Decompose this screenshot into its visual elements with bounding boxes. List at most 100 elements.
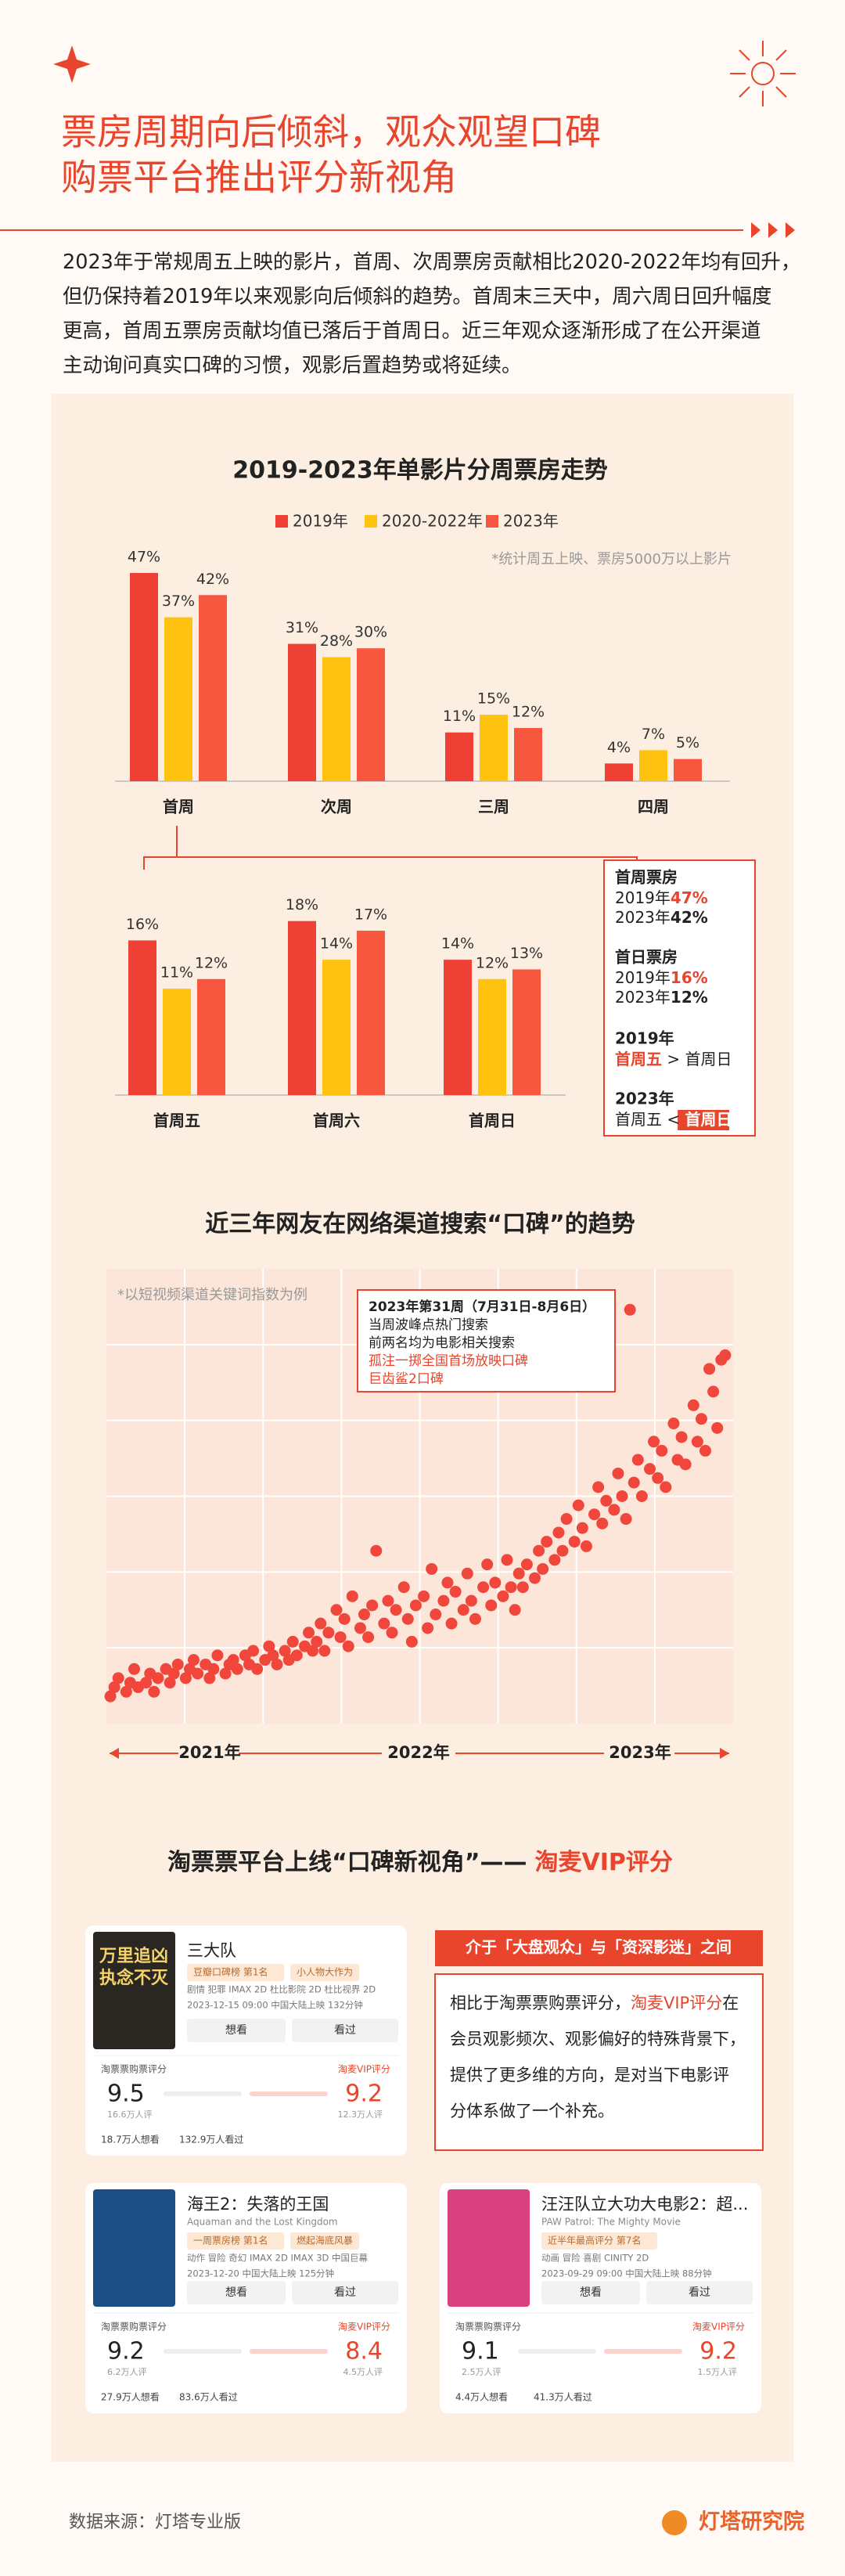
category-label: 首周五 [153, 1111, 200, 1130]
want-button: 想看 [225, 2286, 247, 2299]
rating-bar-b [250, 2349, 328, 2354]
scatter-point [362, 1631, 375, 1644]
intro-line: 但仍保持着2019年以来观影向后倾斜的趋势。首周末三天中，周六周日回升幅度 [63, 285, 771, 308]
poster [448, 2189, 530, 2307]
scatter-point [171, 1658, 184, 1670]
scatter-point [354, 1622, 366, 1634]
scatter-point [251, 1663, 264, 1675]
card-tag-bg [187, 2232, 284, 2250]
legend-swatch [275, 515, 288, 528]
callout-text: 12% [671, 988, 708, 1007]
poster [93, 1932, 175, 2049]
intro-line: 主动询问真实口碑的习惯，观影后置趋势或将延续。 [63, 354, 522, 377]
scatter-point [342, 1640, 354, 1652]
rating-a: 9.1 [462, 2338, 499, 2365]
callout-text: 2023年 [615, 988, 671, 1007]
scatter-point [533, 1544, 545, 1557]
scatter-point [469, 1612, 481, 1625]
rating-b-count: 12.3万人评 [338, 2109, 383, 2120]
scatter-point [286, 1635, 299, 1648]
scatter-point [207, 1663, 220, 1675]
scatter-point [719, 1349, 732, 1361]
page-title: 购票平台推出评分新视角 [61, 157, 457, 199]
scatter-point [699, 1444, 712, 1457]
scatter-point [430, 1609, 442, 1621]
annotation-line: 前两名均为电影相关搜索 [369, 1335, 515, 1351]
scatter-point [318, 1645, 331, 1657]
rating-bar-b [250, 2091, 328, 2096]
brand-name: 灯塔研究院 [699, 2509, 804, 2535]
intro-line: 更高，首周五票房贡献均值已落后于首周日。近三年观众逐渐形成了在公开渠道 [63, 319, 761, 343]
scatter-point [390, 1604, 402, 1616]
scatter-point [152, 1672, 164, 1684]
scatter-point [691, 1436, 703, 1448]
bar-value-label: 7% [642, 726, 665, 743]
card-date: 2023-12-20 中国大陆上映 125分钟 [187, 2268, 334, 2279]
scatter-point [556, 1544, 569, 1557]
category-label: 三周 [478, 798, 509, 816]
comparison-text: 会员观影频次、观影偏好的特殊背景下， [450, 2030, 746, 2048]
rating-b-label: 淘麦VIP评分 [338, 2064, 390, 2075]
legend-swatch [365, 515, 377, 528]
scatter-point [211, 1649, 224, 1662]
callout-head: 首周票房 [615, 868, 678, 887]
legend-swatch [486, 515, 498, 528]
scatter-point [382, 1594, 394, 1607]
scatter-point [104, 1690, 117, 1702]
scatter-point [346, 1590, 358, 1602]
bar [164, 617, 192, 781]
scatter-point [409, 1599, 422, 1612]
callout-text: 首周日 [685, 1110, 732, 1129]
seen-count: 132.9万人看过 [179, 2135, 243, 2145]
callout-row: 2019年47% [615, 888, 708, 907]
scatter-point [572, 1499, 584, 1511]
bar-value-label: 37% [162, 593, 195, 610]
chart-title: 近三年网友在网络渠道搜索“口碑”的趋势 [205, 1211, 635, 1238]
bar [128, 940, 156, 1095]
intro-line: 2023年于常规周五上映的影片，首周、次周票房贡献相比2020-2022年均有回… [63, 250, 800, 274]
scatter-point [501, 1554, 513, 1566]
scatter-point [461, 1567, 473, 1580]
bar [445, 732, 473, 781]
wants-count: 27.9万人想看 [101, 2391, 160, 2403]
scatter-point [516, 1581, 529, 1594]
scatter-point [568, 1536, 581, 1548]
callout-badge [678, 1110, 730, 1130]
bar-value-label: 11% [160, 964, 193, 982]
rating-a-label: 淘票票购票评分 [101, 2063, 167, 2075]
card-tag-bg [290, 2232, 359, 2250]
scatter-point [179, 1672, 192, 1684]
card-subtitle: PAW Patrol: The Mighty Movie [541, 2217, 681, 2228]
rating-a-count: 16.6万人评 [107, 2109, 153, 2120]
bar [512, 969, 541, 1095]
comparison-line: 分体系做了一个补充。 [450, 2102, 614, 2120]
scatter-point [711, 1421, 724, 1434]
scatter-point [370, 1544, 383, 1557]
bar [480, 715, 508, 781]
comparison-text: 相比于淘票票购票评分， [450, 1994, 631, 2012]
bar-value-label: 17% [354, 906, 387, 924]
scatter-point [465, 1594, 477, 1607]
bar-value-label: 12% [195, 954, 228, 971]
rating-a: 9.2 [107, 2338, 145, 2365]
scatter-point [247, 1645, 260, 1657]
callout-row: 2023年42% [615, 908, 708, 927]
scatter-point [489, 1576, 502, 1589]
scatter-point [481, 1558, 494, 1571]
seen-button: 看过 [334, 2024, 356, 2037]
callout-head: 2019年 [615, 1029, 674, 1048]
scatter-point [608, 1504, 620, 1516]
scatter-point [652, 1472, 664, 1484]
bar [444, 960, 472, 1095]
scatter-point [334, 1631, 347, 1644]
scatter-point [667, 1418, 680, 1430]
bar-value-label: 15% [477, 690, 510, 708]
scatter-point [338, 1612, 351, 1625]
scatter-point [679, 1458, 692, 1471]
scatter-point [548, 1554, 561, 1566]
wants-count: 4.4万人想看 [455, 2391, 508, 2403]
want-button-bg [187, 2019, 286, 2042]
callout-head: 2023年 [615, 1090, 674, 1108]
card-title: 汪汪队立大功大电影2：超... [541, 2195, 748, 2214]
